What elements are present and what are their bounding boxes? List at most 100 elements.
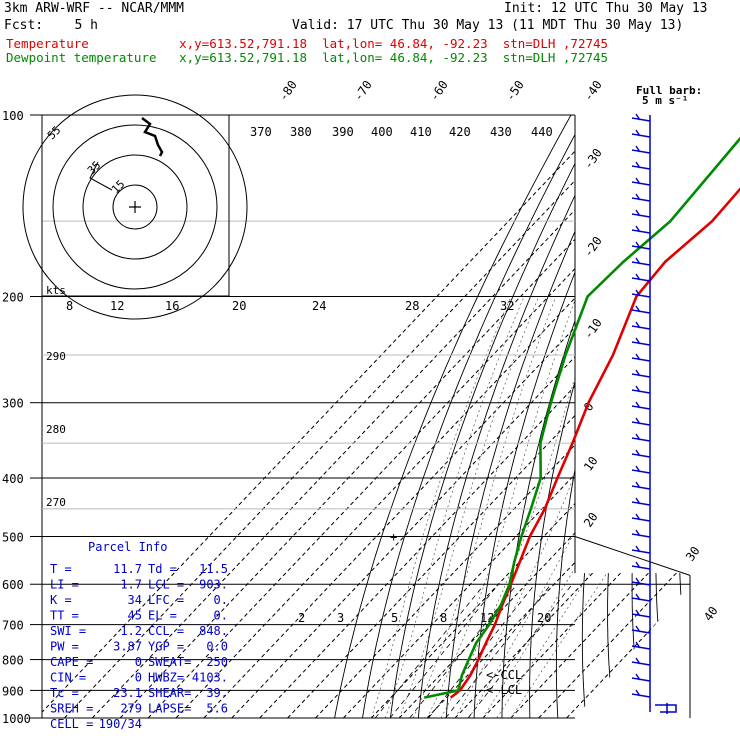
isotherm-label: -40 <box>581 78 605 104</box>
hodograph-scale-label: 16 <box>165 299 179 313</box>
wind-barb-unit: 5 m s⁻¹ <box>642 94 688 107</box>
dry-adiabat <box>445 115 630 718</box>
wind-barb <box>631 193 651 202</box>
isotherm-label: -80 <box>276 78 300 104</box>
theta-e-label: 400 <box>371 125 393 139</box>
wind-barb <box>631 129 651 138</box>
pressure-label: 800 <box>2 654 24 668</box>
wind-barb <box>631 177 651 186</box>
lcl-marker: <-LCL <box>486 683 522 697</box>
parcel-info-value: 0. <box>214 609 228 623</box>
wind-barb <box>631 577 651 586</box>
hodograph-ring-label: 35 <box>85 159 104 178</box>
isotherm-label: -30 <box>581 146 605 172</box>
isotherm-line <box>566 115 690 718</box>
wind-barb <box>631 497 651 506</box>
valid-time: Valid: 17 UTC Thu 30 May 13 (11 MDT Thu … <box>292 18 684 33</box>
theta-e-label: 370 <box>250 125 272 139</box>
wind-barb <box>631 529 651 538</box>
dry-adiabat <box>702 115 740 718</box>
hodograph-box <box>41 114 230 297</box>
hodograph-scale-label: 8 <box>66 299 73 313</box>
parcel-info-value: 190/34 <box>99 717 142 731</box>
parcel-info-key: K = <box>50 593 72 607</box>
wind-barbs <box>631 113 677 714</box>
parcel-info-key: CIN = <box>50 671 86 685</box>
moist-adiabat <box>412 296 557 718</box>
isotherm-label: 10 <box>581 454 601 474</box>
wind-barb <box>631 481 651 490</box>
pressure-label: 100 <box>2 109 24 123</box>
model-title: 3km ARW-WRF -- NCAR/MMM <box>4 1 185 16</box>
parcel-info-value: 4103. <box>192 671 228 685</box>
wind-barb <box>631 433 651 442</box>
parcel-info-value: 279 <box>120 702 142 716</box>
dry-adiabat <box>678 115 690 718</box>
parcel-info-key: LCL = <box>148 578 184 592</box>
wind-barb <box>631 417 651 426</box>
parcel-info-value: 34 <box>128 593 142 607</box>
wind-barb <box>631 609 651 618</box>
pressure-label: 300 <box>2 397 24 411</box>
parcel-info-value: 23.1 <box>113 686 142 700</box>
wind-barb <box>631 545 651 554</box>
parcel-info-key: Td = <box>148 562 177 576</box>
isotherm-line <box>147 115 690 718</box>
parcel-info-key: CCL = <box>148 624 184 638</box>
parcel-info-key: T = <box>50 562 72 576</box>
dry-adiabat <box>417 115 615 718</box>
wind-barb <box>631 289 651 298</box>
parcel-info-value: 250 <box>206 655 228 669</box>
pressure-label: 600 <box>2 578 24 592</box>
mixing-ratio-line <box>374 583 485 718</box>
wind-barb <box>631 337 651 346</box>
hodograph-ring <box>52 124 218 290</box>
moist-adiabat <box>384 296 525 718</box>
temperature-line <box>449 187 740 699</box>
isotherm-line <box>259 115 690 718</box>
wind-barb <box>631 657 651 666</box>
isotherm-label: 40 <box>701 604 721 624</box>
parcel-info-key: LAPSE= <box>148 702 191 716</box>
hodograph-scale-label: 12 <box>110 299 124 313</box>
hodograph-ring-label: 15 <box>109 178 128 197</box>
pressure-label: 400 <box>2 472 24 486</box>
wind-barb <box>631 401 651 410</box>
wind-barb <box>631 625 651 634</box>
level-marker: + <box>390 530 397 544</box>
wind-barb <box>631 689 651 698</box>
theta-label: 280 <box>46 423 66 436</box>
parcel-info-value: 0 <box>135 655 142 669</box>
wind-barb <box>631 513 651 522</box>
wind-barb <box>631 113 651 122</box>
isotherm-label: 20 <box>581 510 601 530</box>
isotherm-line <box>203 115 690 718</box>
wind-barb <box>631 449 651 458</box>
dewpoint-legend: Dewpoint temperature x,y=613.52,791.18 l… <box>6 50 609 65</box>
parcel-info-key: Tc = <box>50 686 79 700</box>
mixing-ratio-label: 20 <box>537 611 551 625</box>
parcel-info-value: 1.2 <box>120 624 142 638</box>
hodograph-ring <box>112 184 158 230</box>
wind-barb <box>631 561 651 570</box>
forecast-hour: Fcst: 5 h <box>4 18 98 33</box>
moist-adiabat <box>398 296 540 718</box>
mixing-ratio-label: 2 <box>298 611 305 625</box>
theta-e-label: 380 <box>290 125 312 139</box>
frame-diagonal <box>574 536 691 576</box>
parcel-info-key: SWI = <box>50 624 86 638</box>
dry-adiabat <box>473 115 644 718</box>
theta-e-label: 420 <box>449 125 471 139</box>
init-time: Init: 12 UTC Thu 30 May 13 <box>504 1 708 16</box>
series-lines <box>423 136 740 699</box>
isotherm-line <box>454 115 690 718</box>
hodograph-scale-label: 20 <box>232 299 246 313</box>
hodograph <box>22 94 248 320</box>
wind-barb-surface <box>655 703 677 714</box>
parcel-info-value: 0. <box>214 593 228 607</box>
pressure-label: 200 <box>2 291 24 305</box>
parcel-info-value: 0.0 <box>206 640 228 654</box>
parcel-info-key: LI = <box>50 578 79 592</box>
